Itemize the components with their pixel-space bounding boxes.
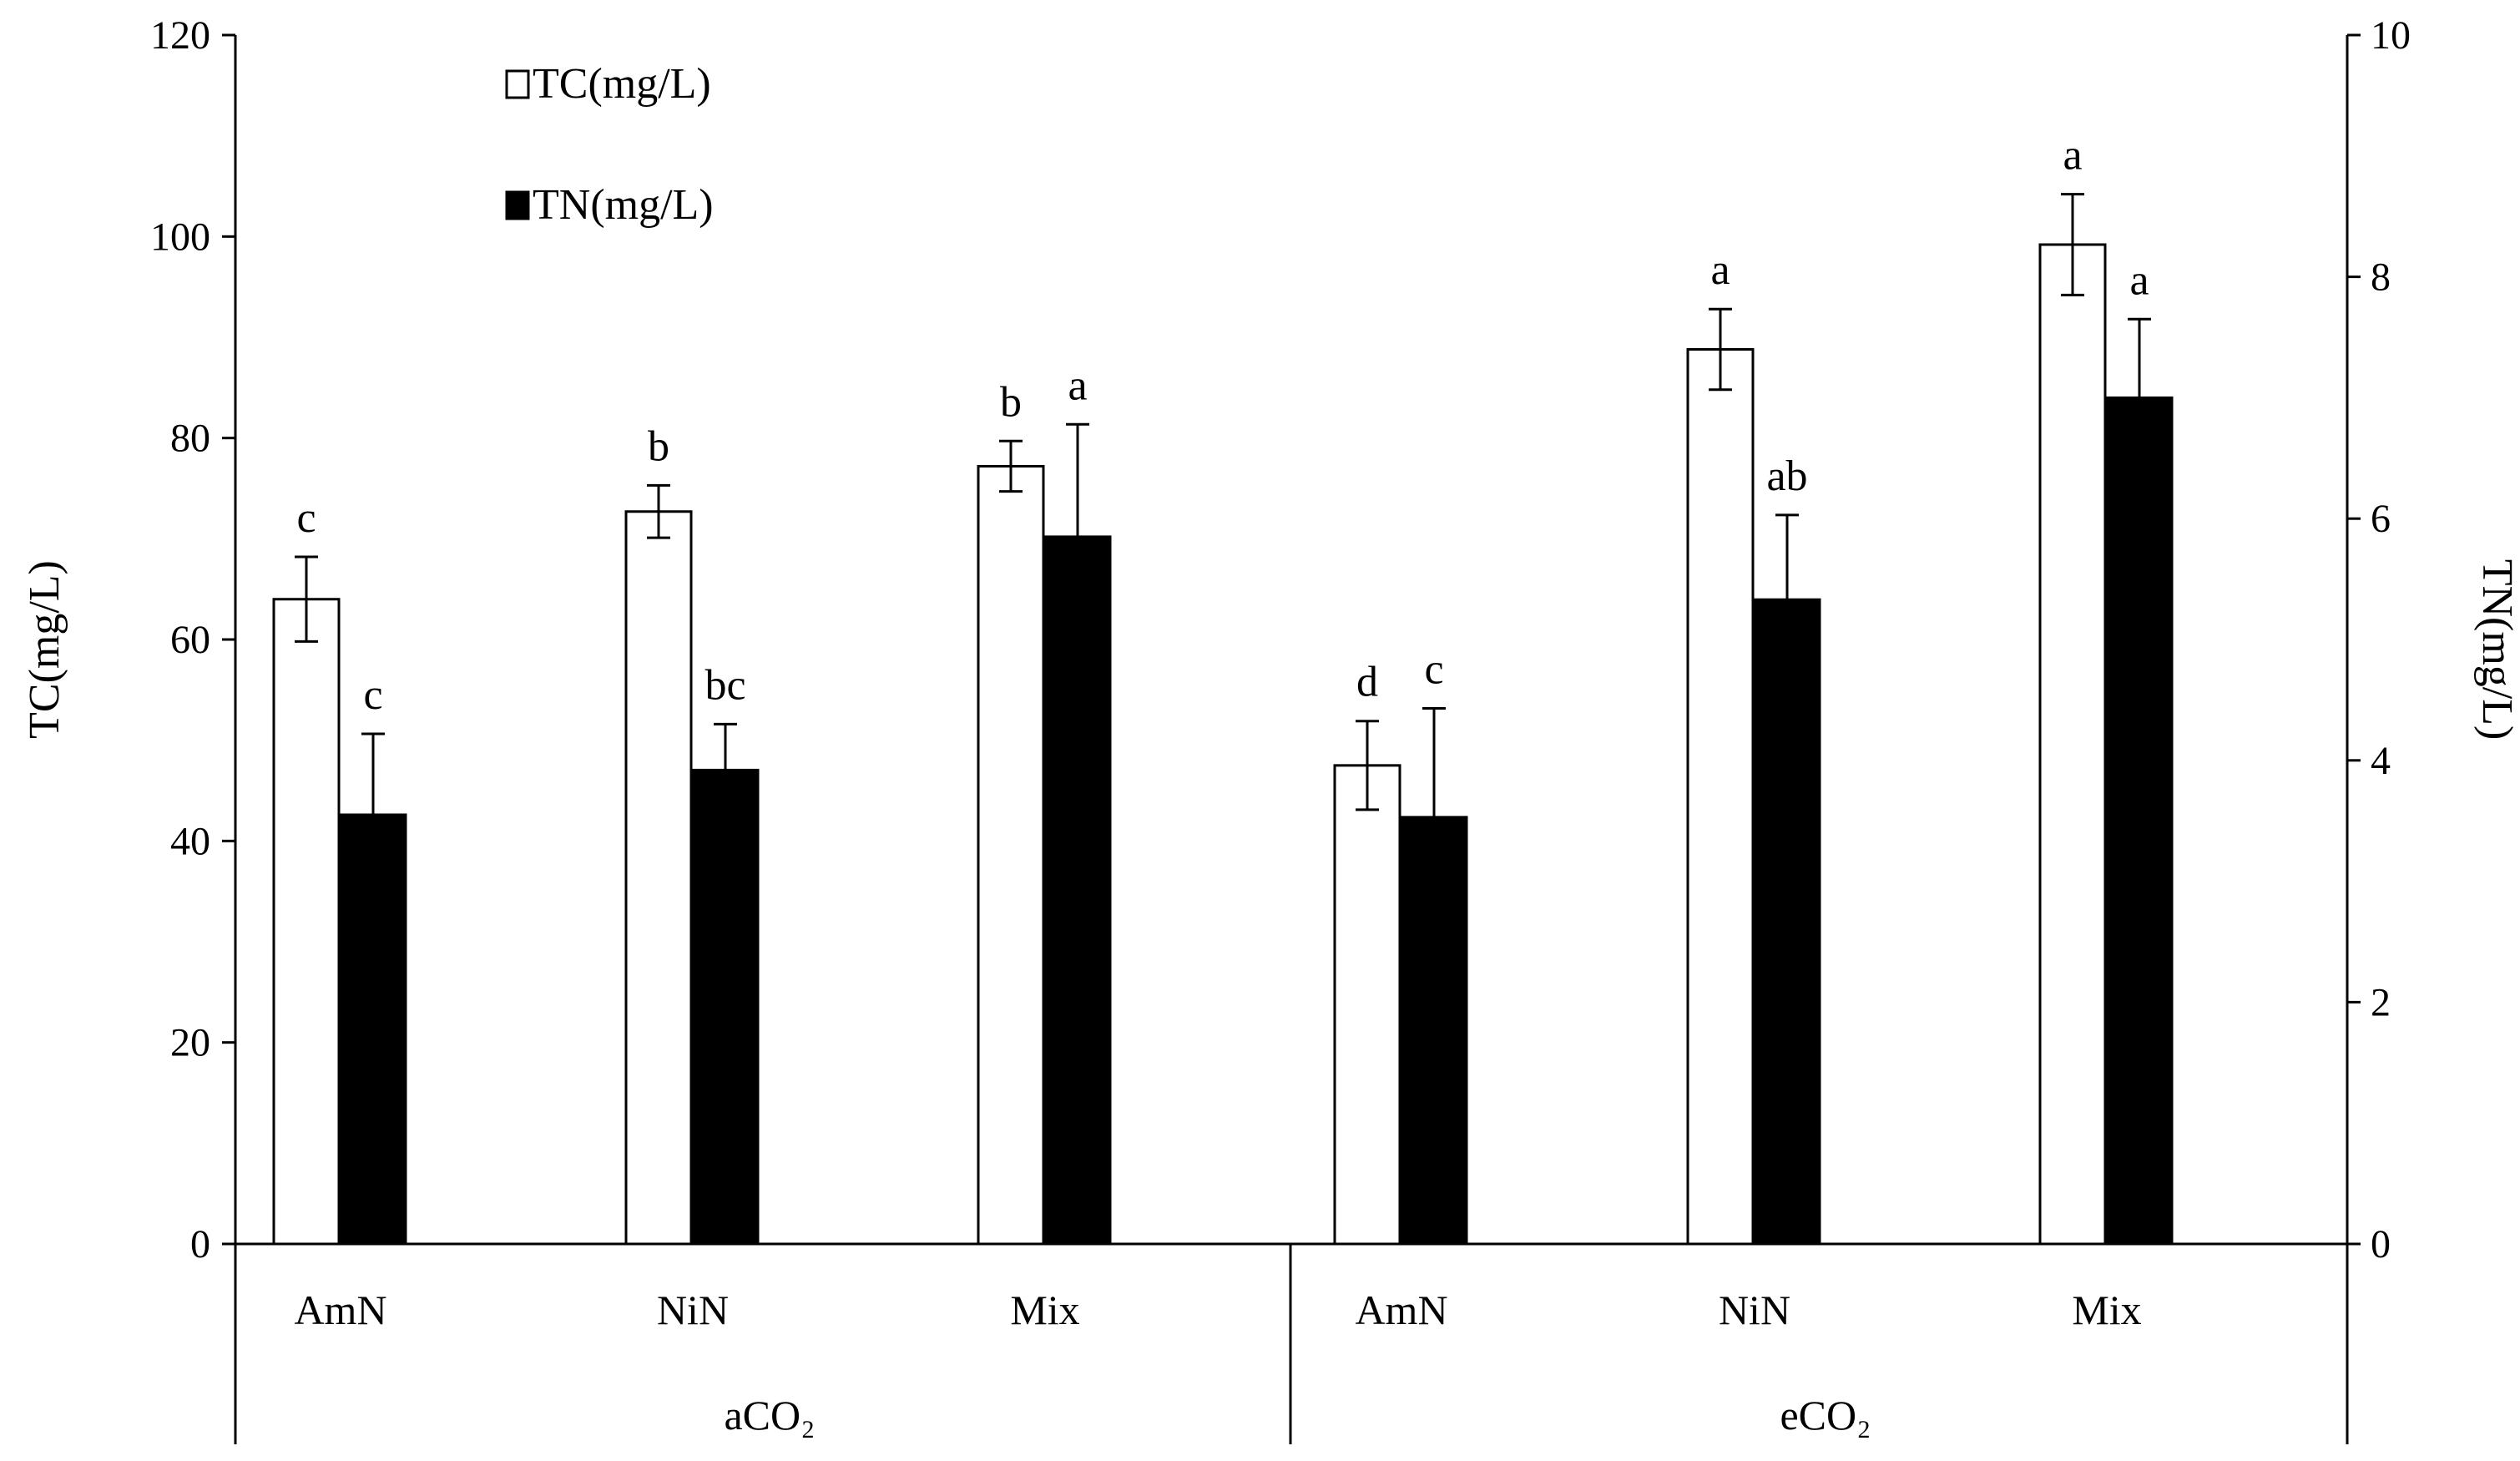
y2-tick-label: 0 xyxy=(2371,1222,2391,1266)
tc-significance-letter: b xyxy=(1000,378,1022,426)
y-tick-label: 20 xyxy=(170,1021,210,1065)
x-group-label: aCO₂ xyxy=(724,1392,815,1438)
tc-bar xyxy=(2038,243,2107,1246)
y-axis-title: TC(mg/L) xyxy=(21,560,68,739)
tc-significance-letter: c xyxy=(296,494,316,542)
bars xyxy=(272,193,2174,1246)
tc-significance-letter: a xyxy=(1710,246,1730,294)
x-category-label: AmN xyxy=(294,1287,386,1333)
y-tick-label: 60 xyxy=(170,618,210,662)
y2-tick-label: 4 xyxy=(2371,739,2391,783)
x-category-label: Mix xyxy=(1010,1287,1079,1333)
x-category-label: Mix xyxy=(2072,1287,2141,1333)
tn-significance-letter: a xyxy=(1068,361,1087,409)
legend-label-tn: TN(mg/L) xyxy=(533,181,714,229)
tc-significance-letter: b xyxy=(648,422,669,470)
labels: c b b d a a c bc a c ab a AmN NiN Mix AmN NiN Mix aCO₂ eCO₂ xyxy=(294,132,2149,1438)
y2-tick-label: 10 xyxy=(2371,13,2411,58)
y-tick-label: 40 xyxy=(170,819,210,863)
y-tick-label: 0 xyxy=(190,1222,210,1266)
y-tick-label: 120 xyxy=(150,13,210,58)
tc-bar xyxy=(977,464,1045,1246)
tc-significance-letter: a xyxy=(2063,132,2082,179)
tn-significance-letter: c xyxy=(363,671,382,719)
x-category-label: NiN xyxy=(1719,1287,1790,1333)
tn-bar xyxy=(1043,535,1112,1246)
y2-tick-label: 6 xyxy=(2371,497,2391,541)
tn-significance-letter: a xyxy=(2129,256,2149,304)
tn-significance-letter: ab xyxy=(1766,452,1807,500)
axes: 0 20 40 60 80 100 120 0 2 4 6 8 10 xyxy=(150,13,2411,1444)
y2-tick-label: 8 xyxy=(2371,255,2391,300)
legend-swatch-tc xyxy=(505,69,530,99)
tn-significance-letter: c xyxy=(1424,646,1443,694)
tc-bar xyxy=(1686,347,1755,1246)
tn-bar xyxy=(2105,396,2174,1246)
y2-tick-label: 2 xyxy=(2371,980,2391,1024)
y-tick-label: 80 xyxy=(170,417,210,461)
tc-bar xyxy=(1333,764,1401,1246)
tc-significance-letter: d xyxy=(1356,659,1378,706)
tn-bar xyxy=(1753,598,1821,1246)
x-category-label: AmN xyxy=(1355,1287,1447,1333)
y-tick-label: 100 xyxy=(150,215,210,259)
legend-label-tc: TC(mg/L) xyxy=(533,60,711,108)
y2-axis-title: TN(mg/L) xyxy=(2473,559,2520,741)
tc-bar xyxy=(272,598,341,1246)
tn-significance-letter: bc xyxy=(704,661,745,709)
tn-bar xyxy=(691,768,760,1246)
x-category-label: NiN xyxy=(657,1287,729,1333)
legend: TC(mg/L) TN(mg/L) xyxy=(505,60,714,229)
x-group-label: eCO₂ xyxy=(1780,1392,1871,1438)
legend-swatch-tn xyxy=(505,190,530,220)
tc-bar xyxy=(624,510,693,1246)
